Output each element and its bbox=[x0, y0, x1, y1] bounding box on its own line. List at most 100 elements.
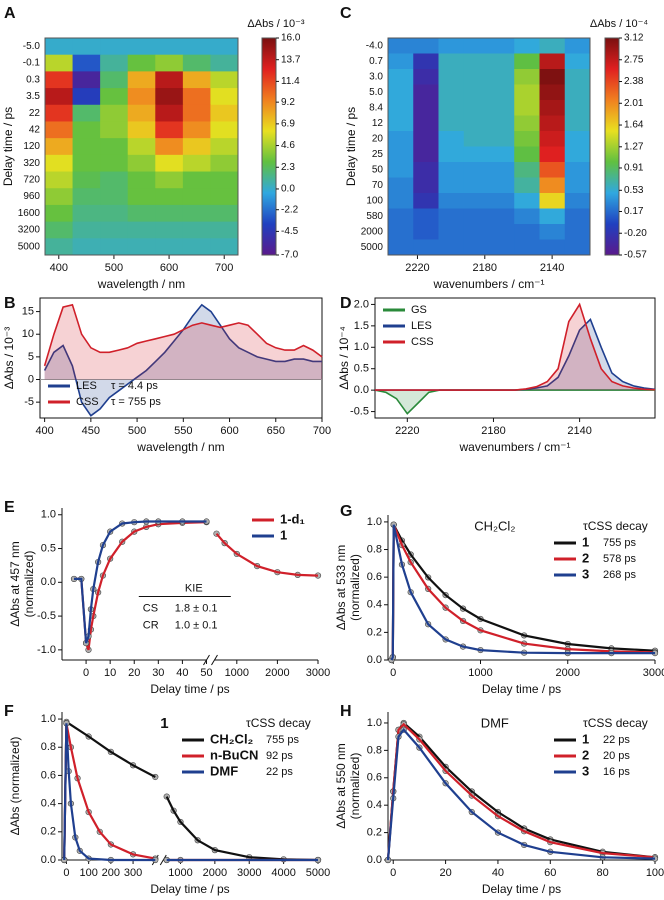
colorbar-tick-label: 2.38 bbox=[624, 76, 644, 87]
plot-frame bbox=[39, 297, 323, 419]
heat-cell bbox=[489, 193, 515, 209]
x-tick-label: 2180 bbox=[481, 425, 505, 437]
panel-label: F bbox=[4, 703, 14, 720]
heat-cell bbox=[182, 188, 211, 206]
y-tick-label: 25 bbox=[372, 149, 384, 160]
axis-break bbox=[211, 654, 218, 666]
y-tick-label: -5.0 bbox=[23, 41, 41, 52]
y-tick-label: -0.1 bbox=[23, 58, 41, 69]
x-tick-label: 400 bbox=[35, 425, 53, 437]
heat-cell bbox=[45, 188, 74, 206]
heat-cell bbox=[413, 224, 439, 240]
heat-cell bbox=[388, 193, 414, 209]
x-tick-label: 40 bbox=[492, 867, 504, 879]
y-tick-label: 10 bbox=[22, 328, 34, 340]
heat-cell bbox=[45, 54, 74, 72]
heat-cell bbox=[182, 238, 211, 256]
heat-cell bbox=[45, 88, 74, 106]
heat-cell bbox=[388, 115, 414, 132]
heat-cell bbox=[100, 54, 129, 72]
heat-cell bbox=[210, 221, 239, 239]
x-tick-label: 700 bbox=[313, 425, 331, 437]
heat-cell bbox=[489, 115, 515, 132]
colorbar-tick-label: 3.12 bbox=[624, 33, 644, 44]
y-tick-label: 5000 bbox=[18, 241, 41, 252]
heat-cell bbox=[155, 104, 184, 122]
heat-cell bbox=[127, 204, 156, 223]
x-tick-label: 1000 bbox=[168, 867, 192, 879]
annotation: CH₂Cl₂ bbox=[474, 518, 515, 533]
heat-cell bbox=[127, 138, 156, 156]
y-tick-label: 0.5 bbox=[354, 363, 369, 375]
y-tick-label: 1600 bbox=[18, 208, 41, 219]
colorbar-tick-label: -0.57 bbox=[624, 250, 647, 261]
heat-cell bbox=[388, 208, 414, 225]
heat-cell bbox=[539, 53, 566, 70]
y-tick-label: 0.6 bbox=[41, 769, 56, 781]
y-tick-label: 120 bbox=[23, 141, 40, 152]
annotation: 1 bbox=[160, 715, 168, 732]
y-tick-label: 320 bbox=[23, 158, 40, 169]
y-tick-label: 15 bbox=[22, 305, 34, 317]
y-tick-label: 5.0 bbox=[369, 87, 383, 98]
y-tick-label: 2000 bbox=[361, 226, 384, 237]
y-tick-label: 12 bbox=[372, 118, 384, 129]
y-tick-label: 0.8 bbox=[367, 543, 382, 555]
heat-cell bbox=[489, 53, 515, 70]
y-tick-label: 1.0 bbox=[41, 713, 56, 725]
heat-cell bbox=[127, 188, 156, 206]
legend-lifetime: 755 ps bbox=[266, 734, 300, 746]
colorbar-tick-label: 6.9 bbox=[281, 118, 295, 129]
x-tick-label: 600 bbox=[160, 262, 178, 274]
heat-cell bbox=[539, 38, 566, 54]
heat-cell bbox=[514, 84, 540, 101]
heat-cell bbox=[463, 239, 490, 256]
y-tick-label: 0.8 bbox=[367, 744, 382, 756]
heat-cell bbox=[72, 71, 101, 89]
heat-cell bbox=[489, 131, 515, 147]
y-tick-label: 5 bbox=[28, 351, 34, 363]
line bbox=[63, 723, 318, 862]
heat-cell bbox=[100, 188, 129, 206]
x-tick-label: 2220 bbox=[405, 262, 429, 274]
x-tick-label: 30 bbox=[152, 667, 164, 679]
x-tick-label: 0 bbox=[83, 667, 89, 679]
heat-cell bbox=[539, 69, 566, 85]
y-axis-title: ΔAbs / 10⁻³ bbox=[2, 327, 16, 389]
heat-cell bbox=[514, 38, 540, 54]
heat-cell bbox=[564, 100, 591, 116]
heat-cell bbox=[100, 154, 129, 173]
heat-cell bbox=[388, 100, 414, 116]
y-tick-label: 0.2 bbox=[367, 826, 382, 838]
panel-label: D bbox=[340, 295, 352, 312]
heat-cell bbox=[45, 138, 74, 156]
legend-lifetime: 20 ps bbox=[603, 750, 630, 762]
panel-label: H bbox=[340, 703, 352, 720]
colorbar-tick-label: 11.4 bbox=[281, 76, 300, 87]
colorbar-tick-label: 4.6 bbox=[281, 140, 295, 151]
heat-cell bbox=[539, 177, 566, 194]
y-tick-label: 42 bbox=[29, 124, 41, 135]
heat-cell bbox=[155, 54, 184, 72]
heat-cell bbox=[413, 239, 439, 256]
colorbar-tick-label: -2.2 bbox=[281, 204, 299, 215]
heat-cell bbox=[45, 154, 74, 173]
heat-cell bbox=[210, 71, 239, 89]
heatmap bbox=[45, 38, 239, 256]
heat-cell bbox=[127, 88, 156, 106]
y-tick-label: 720 bbox=[23, 175, 40, 186]
heat-cell bbox=[564, 115, 591, 132]
heat-cell bbox=[413, 146, 439, 163]
heat-cell bbox=[539, 208, 566, 225]
legend-label: GS bbox=[411, 304, 427, 316]
heat-cell bbox=[182, 154, 211, 173]
y-tick-label: 0.6 bbox=[367, 571, 382, 583]
x-axis-title: wavenumbers / cm⁻¹ bbox=[458, 440, 570, 454]
legend-title: τCSS decay bbox=[583, 519, 648, 533]
heat-cell bbox=[438, 84, 465, 101]
heat-cell bbox=[182, 71, 211, 89]
heat-cell bbox=[388, 38, 414, 54]
heat-cell bbox=[127, 71, 156, 89]
heat-cell bbox=[210, 204, 239, 223]
